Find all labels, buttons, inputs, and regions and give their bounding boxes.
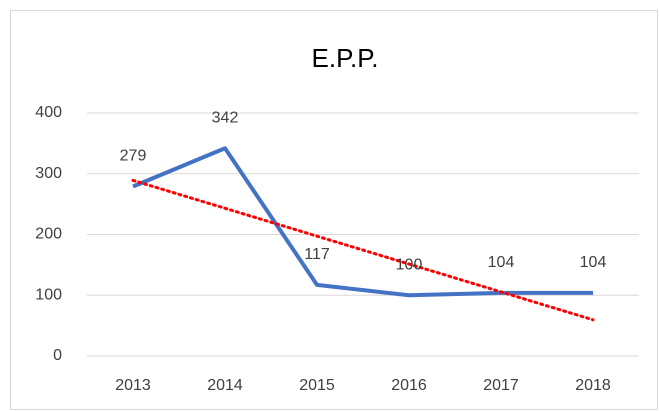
data-label: 104 bbox=[488, 254, 515, 271]
x-tick-label: 2015 bbox=[299, 377, 335, 394]
y-tick-label: 400 bbox=[35, 104, 62, 121]
line bbox=[132, 146, 593, 298]
data-label: 117 bbox=[304, 246, 330, 263]
y-tick-label: 200 bbox=[35, 226, 62, 243]
chart-title: E.P.P. bbox=[312, 43, 379, 73]
x-tick-label: 2013 bbox=[115, 377, 151, 394]
x-tick-label: 2017 bbox=[483, 377, 519, 394]
x-tick-label: 2018 bbox=[575, 377, 611, 394]
x-tick-label: 2016 bbox=[391, 377, 427, 394]
data-label: 279 bbox=[120, 148, 147, 165]
chart-border bbox=[10, 10, 658, 410]
y-tick-label: 100 bbox=[35, 286, 62, 303]
data-label: 342 bbox=[212, 109, 239, 126]
data-label: 100 bbox=[396, 256, 423, 273]
trendline bbox=[131, 178, 595, 322]
y-tick-label: 0 bbox=[53, 347, 62, 364]
y-tick-label: 300 bbox=[35, 165, 62, 182]
data-label: 104 bbox=[580, 254, 607, 271]
x-tick-label: 2014 bbox=[207, 377, 243, 394]
